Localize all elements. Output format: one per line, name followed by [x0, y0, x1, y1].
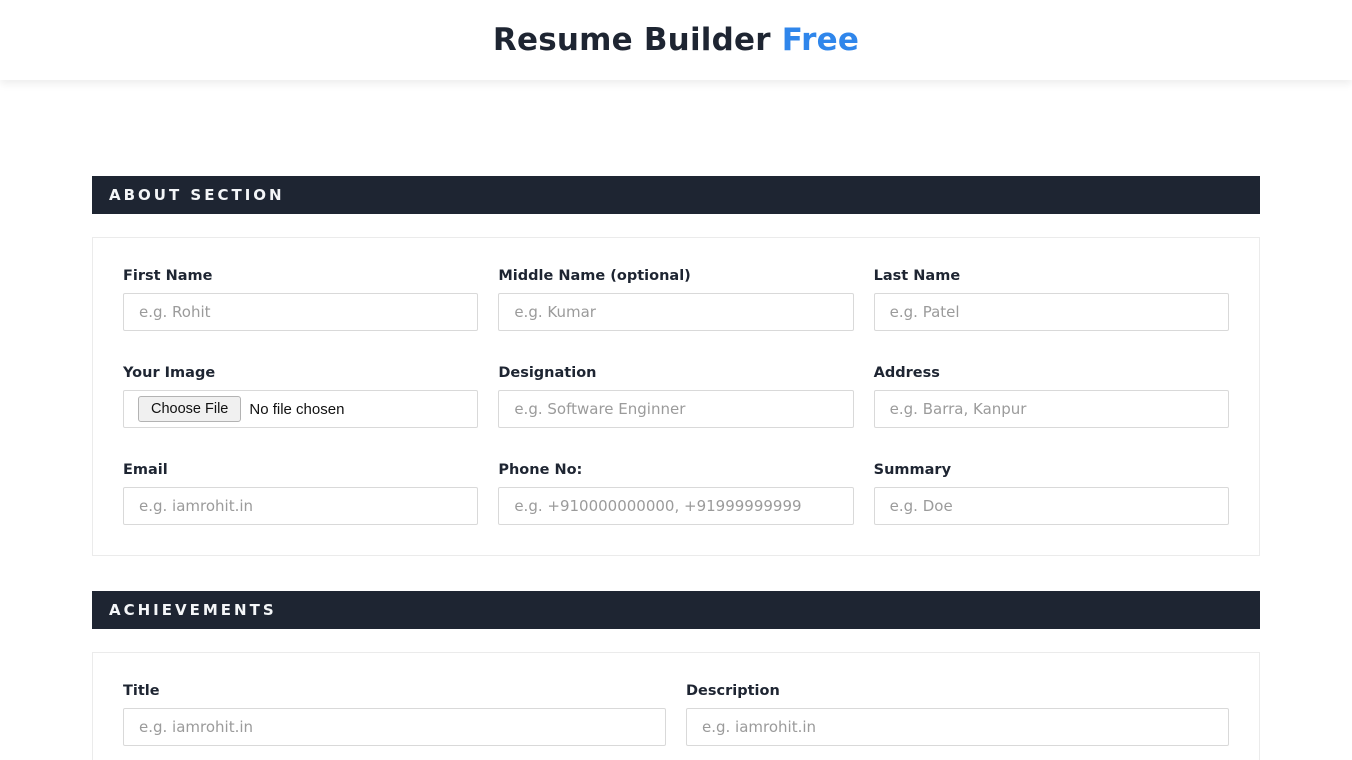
email-input[interactable]	[123, 487, 479, 525]
about-section-title: ABOUT SECTION	[109, 186, 285, 204]
first-name-input[interactable]	[123, 293, 479, 331]
app-header: Resume Builder Free	[0, 0, 1352, 80]
last-name-input[interactable]	[873, 293, 1229, 331]
your-image-label: Your Image	[123, 365, 216, 381]
field-your-image: Your Image Choose File No file chosen	[123, 365, 479, 428]
first-name-label: First Name	[123, 268, 213, 284]
field-achievement-description: Description	[686, 683, 1229, 746]
page-title-accent: Free	[781, 22, 860, 58]
page-title-main: Resume Builder	[492, 22, 771, 58]
about-fields-grid: First Name Middle Name (optional) Last N…	[123, 268, 1229, 525]
achievements-card: Title Description	[92, 652, 1260, 760]
achievements-section-title: ACHIEVEMENTS	[109, 601, 277, 619]
achievements-section-header: ACHIEVEMENTS	[92, 591, 1260, 629]
last-name-label: Last Name	[873, 268, 961, 284]
about-card: First Name Middle Name (optional) Last N…	[92, 237, 1260, 556]
address-label: Address	[873, 365, 940, 381]
achievement-description-input[interactable]	[686, 708, 1229, 746]
about-section-header: ABOUT SECTION	[92, 176, 1260, 214]
achievement-title-label: Title	[123, 683, 160, 699]
phone-label: Phone No:	[498, 462, 583, 478]
field-first-name: First Name	[123, 268, 479, 331]
achievement-description-label: Description	[686, 683, 780, 699]
choose-file-button[interactable]: Choose File	[138, 396, 242, 422]
field-middle-name: Middle Name (optional)	[498, 268, 854, 331]
field-email: Email	[123, 462, 479, 525]
image-file-input[interactable]: Choose File No file chosen	[123, 390, 479, 428]
field-summary: Summary	[873, 462, 1229, 525]
address-input[interactable]	[873, 390, 1229, 428]
middle-name-label: Middle Name (optional)	[498, 268, 691, 284]
main-content: ABOUT SECTION First Name Middle Name (op…	[92, 176, 1260, 760]
middle-name-input[interactable]	[498, 293, 854, 331]
field-address: Address	[873, 365, 1229, 428]
field-designation: Designation	[498, 365, 854, 428]
field-achievement-title: Title	[123, 683, 666, 746]
achievements-fields-grid: Title Description	[123, 683, 1229, 746]
achievement-title-input[interactable]	[123, 708, 666, 746]
email-label: Email	[123, 462, 168, 478]
page-title: Resume Builder Free	[493, 22, 859, 58]
designation-label: Designation	[498, 365, 597, 381]
field-last-name: Last Name	[873, 268, 1229, 331]
summary-label: Summary	[873, 462, 952, 478]
designation-input[interactable]	[498, 390, 854, 428]
file-chosen-status: No file chosen	[249, 400, 345, 418]
phone-input[interactable]	[498, 487, 854, 525]
summary-input[interactable]	[873, 487, 1229, 525]
field-phone: Phone No:	[498, 462, 854, 525]
